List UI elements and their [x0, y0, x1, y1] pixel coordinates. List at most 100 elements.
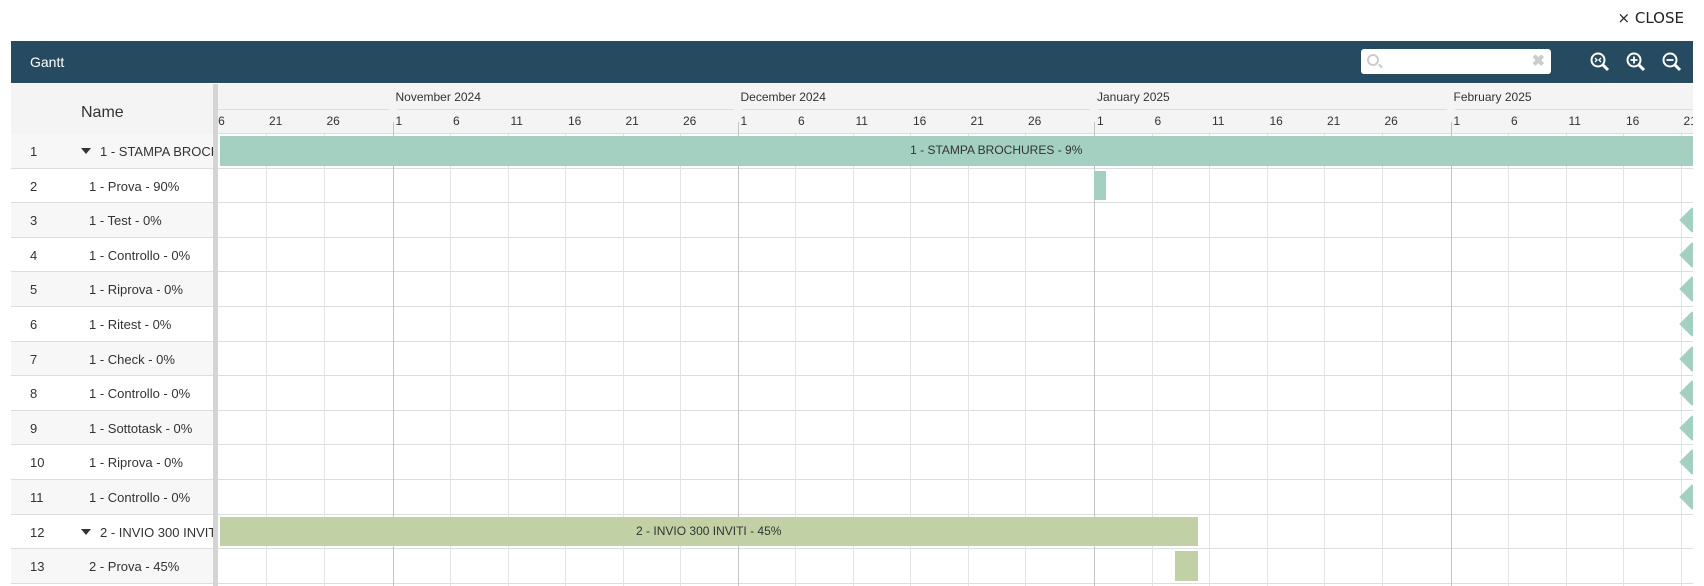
clear-search-icon[interactable]: ✖	[1531, 53, 1545, 70]
day-label: 21	[269, 114, 283, 128]
day-label: 16	[218, 114, 225, 128]
day-label: 1	[1453, 114, 1461, 128]
task-bar[interactable]	[1094, 170, 1106, 201]
month-label: December 2024	[740, 90, 826, 104]
gridline	[852, 134, 854, 586]
task-name: 1 - Controllo - 0%	[89, 247, 191, 263]
day-label: 11	[1568, 114, 1581, 128]
name-column-header[interactable]: Name	[11, 84, 213, 134]
gridline	[1209, 134, 1210, 586]
day-label: 21	[1327, 114, 1341, 128]
task-row[interactable]: 8 1 - Controllo - 0%	[11, 376, 213, 411]
gridline	[795, 134, 796, 586]
gridline	[1508, 134, 1509, 586]
day-label: 6	[1154, 114, 1162, 128]
task-bar[interactable]: 1 - STAMPA BROCHURES - 9%	[220, 136, 1693, 166]
task-bar[interactable]	[1174, 551, 1198, 581]
gridline	[1450, 122, 1452, 586]
gridline	[1151, 134, 1153, 586]
collapse-caret-icon[interactable]	[81, 148, 91, 154]
gridline	[565, 134, 566, 586]
task-name: 1 - Test - 0%	[89, 213, 162, 229]
task-name: 1 - Riprova - 0%	[89, 455, 183, 471]
task-name: 1 - STAMPA BROCHURES	[100, 144, 213, 159]
task-row[interactable]: 2 1 - Prova - 90%	[11, 169, 213, 204]
gantt-chart: 1621261611162126161116212616111621261611…	[218, 84, 1693, 586]
task-name: 1 - Controllo - 0%	[89, 386, 191, 402]
task-row[interactable]: 10 1 - Riprova - 0%	[11, 445, 213, 480]
day-label: 11	[510, 114, 523, 128]
row-number: 4	[30, 247, 38, 263]
search-box[interactable]: ✖	[1361, 49, 1551, 74]
day-label: 26	[1384, 114, 1398, 128]
task-row[interactable]: 6 1 - Ritest - 0%	[11, 307, 213, 342]
day-label: 16	[568, 114, 582, 128]
task-grid: Name 1 1 - STAMPA BROCHURES 2 1 - Prova - 9…	[11, 84, 213, 586]
month-label: January 2025	[1097, 90, 1170, 104]
day-label: 16	[1269, 114, 1283, 128]
gridline	[1094, 122, 1095, 586]
month-divider	[1454, 109, 1693, 110]
month-divider	[396, 109, 734, 110]
task-row[interactable]: 9 1 - Sottotask - 0%	[11, 410, 213, 446]
row-divider	[218, 340, 1693, 342]
task-row[interactable]: 7 1 - Check - 0%	[11, 341, 213, 377]
panel-title: Gantt	[30, 54, 65, 70]
task-bar[interactable]: 2 - INVIO 300 INVITI - 45%	[220, 516, 1198, 547]
task-name: 2 - Prova - 45%	[89, 559, 180, 575]
task-name: 1 - Ritest - 0%	[89, 317, 172, 332]
row-divider	[218, 375, 1693, 377]
search-icon	[1367, 54, 1379, 66]
task-name: 1 - Controllo - 0%	[89, 490, 191, 505]
gridline	[622, 134, 624, 586]
task-name: 1 - Riprova - 0%	[89, 282, 183, 298]
day-label: 16	[1626, 114, 1640, 128]
gridline	[392, 122, 394, 586]
row-divider	[218, 479, 1693, 480]
month-label: November 2024	[395, 90, 481, 104]
month-divider	[1098, 109, 1447, 110]
collapse-caret-icon[interactable]	[81, 528, 91, 535]
gridline	[1266, 134, 1268, 586]
task-name: 1 - Sottotask - 0%	[89, 420, 193, 436]
task-row[interactable]: 11 1 - Controllo - 0%	[11, 480, 213, 515]
gridline	[450, 134, 451, 586]
gridline	[680, 134, 681, 586]
zoom-fit-icon[interactable]	[1589, 51, 1611, 73]
search-input[interactable]	[1387, 52, 1527, 71]
task-row[interactable]: 12 2 - INVIO 300 INVITI	[11, 515, 213, 550]
zoom-out-icon[interactable]	[1661, 51, 1683, 73]
task-row[interactable]: 5 1 - Riprova - 0%	[11, 272, 213, 307]
row-number: 3	[30, 213, 38, 229]
row-number: 7	[30, 351, 38, 367]
row-divider	[218, 167, 1693, 169]
day-label: 11	[1212, 114, 1225, 128]
gridline	[266, 134, 267, 586]
day-label: 1	[395, 114, 403, 128]
row-number: 12	[30, 524, 45, 540]
row-number: 9	[30, 420, 38, 436]
name-header-label: Name	[81, 104, 124, 121]
task-name: 2 - INVIO 300 INVITI	[100, 524, 213, 540]
gridline	[967, 134, 969, 586]
day-label: 1	[740, 114, 748, 128]
task-name: 1 - Check - 0%	[89, 351, 175, 367]
row-number: 10	[30, 455, 45, 471]
grid-splitter[interactable]	[213, 84, 218, 586]
task-row[interactable]: 4 1 - Controllo - 0%	[11, 238, 213, 273]
gridline	[323, 134, 325, 586]
gridline	[1381, 134, 1383, 586]
zoom-in-icon[interactable]	[1625, 51, 1647, 73]
gridline	[737, 122, 739, 586]
gridline	[507, 134, 509, 586]
row-divider	[218, 306, 1693, 307]
day-label: 6	[1511, 114, 1518, 128]
close-button[interactable]: × CLOSE	[1617, 9, 1684, 27]
gridline	[1565, 134, 1567, 586]
task-row[interactable]: 1 1 - STAMPA BROCHURES	[11, 134, 213, 169]
task-row[interactable]: 3 1 - Test - 0%	[11, 203, 213, 238]
month-divider	[218, 109, 389, 110]
row-divider	[218, 271, 1693, 273]
row-divider	[218, 202, 1693, 204]
task-row[interactable]: 13 2 - Prova - 45%	[11, 549, 213, 584]
